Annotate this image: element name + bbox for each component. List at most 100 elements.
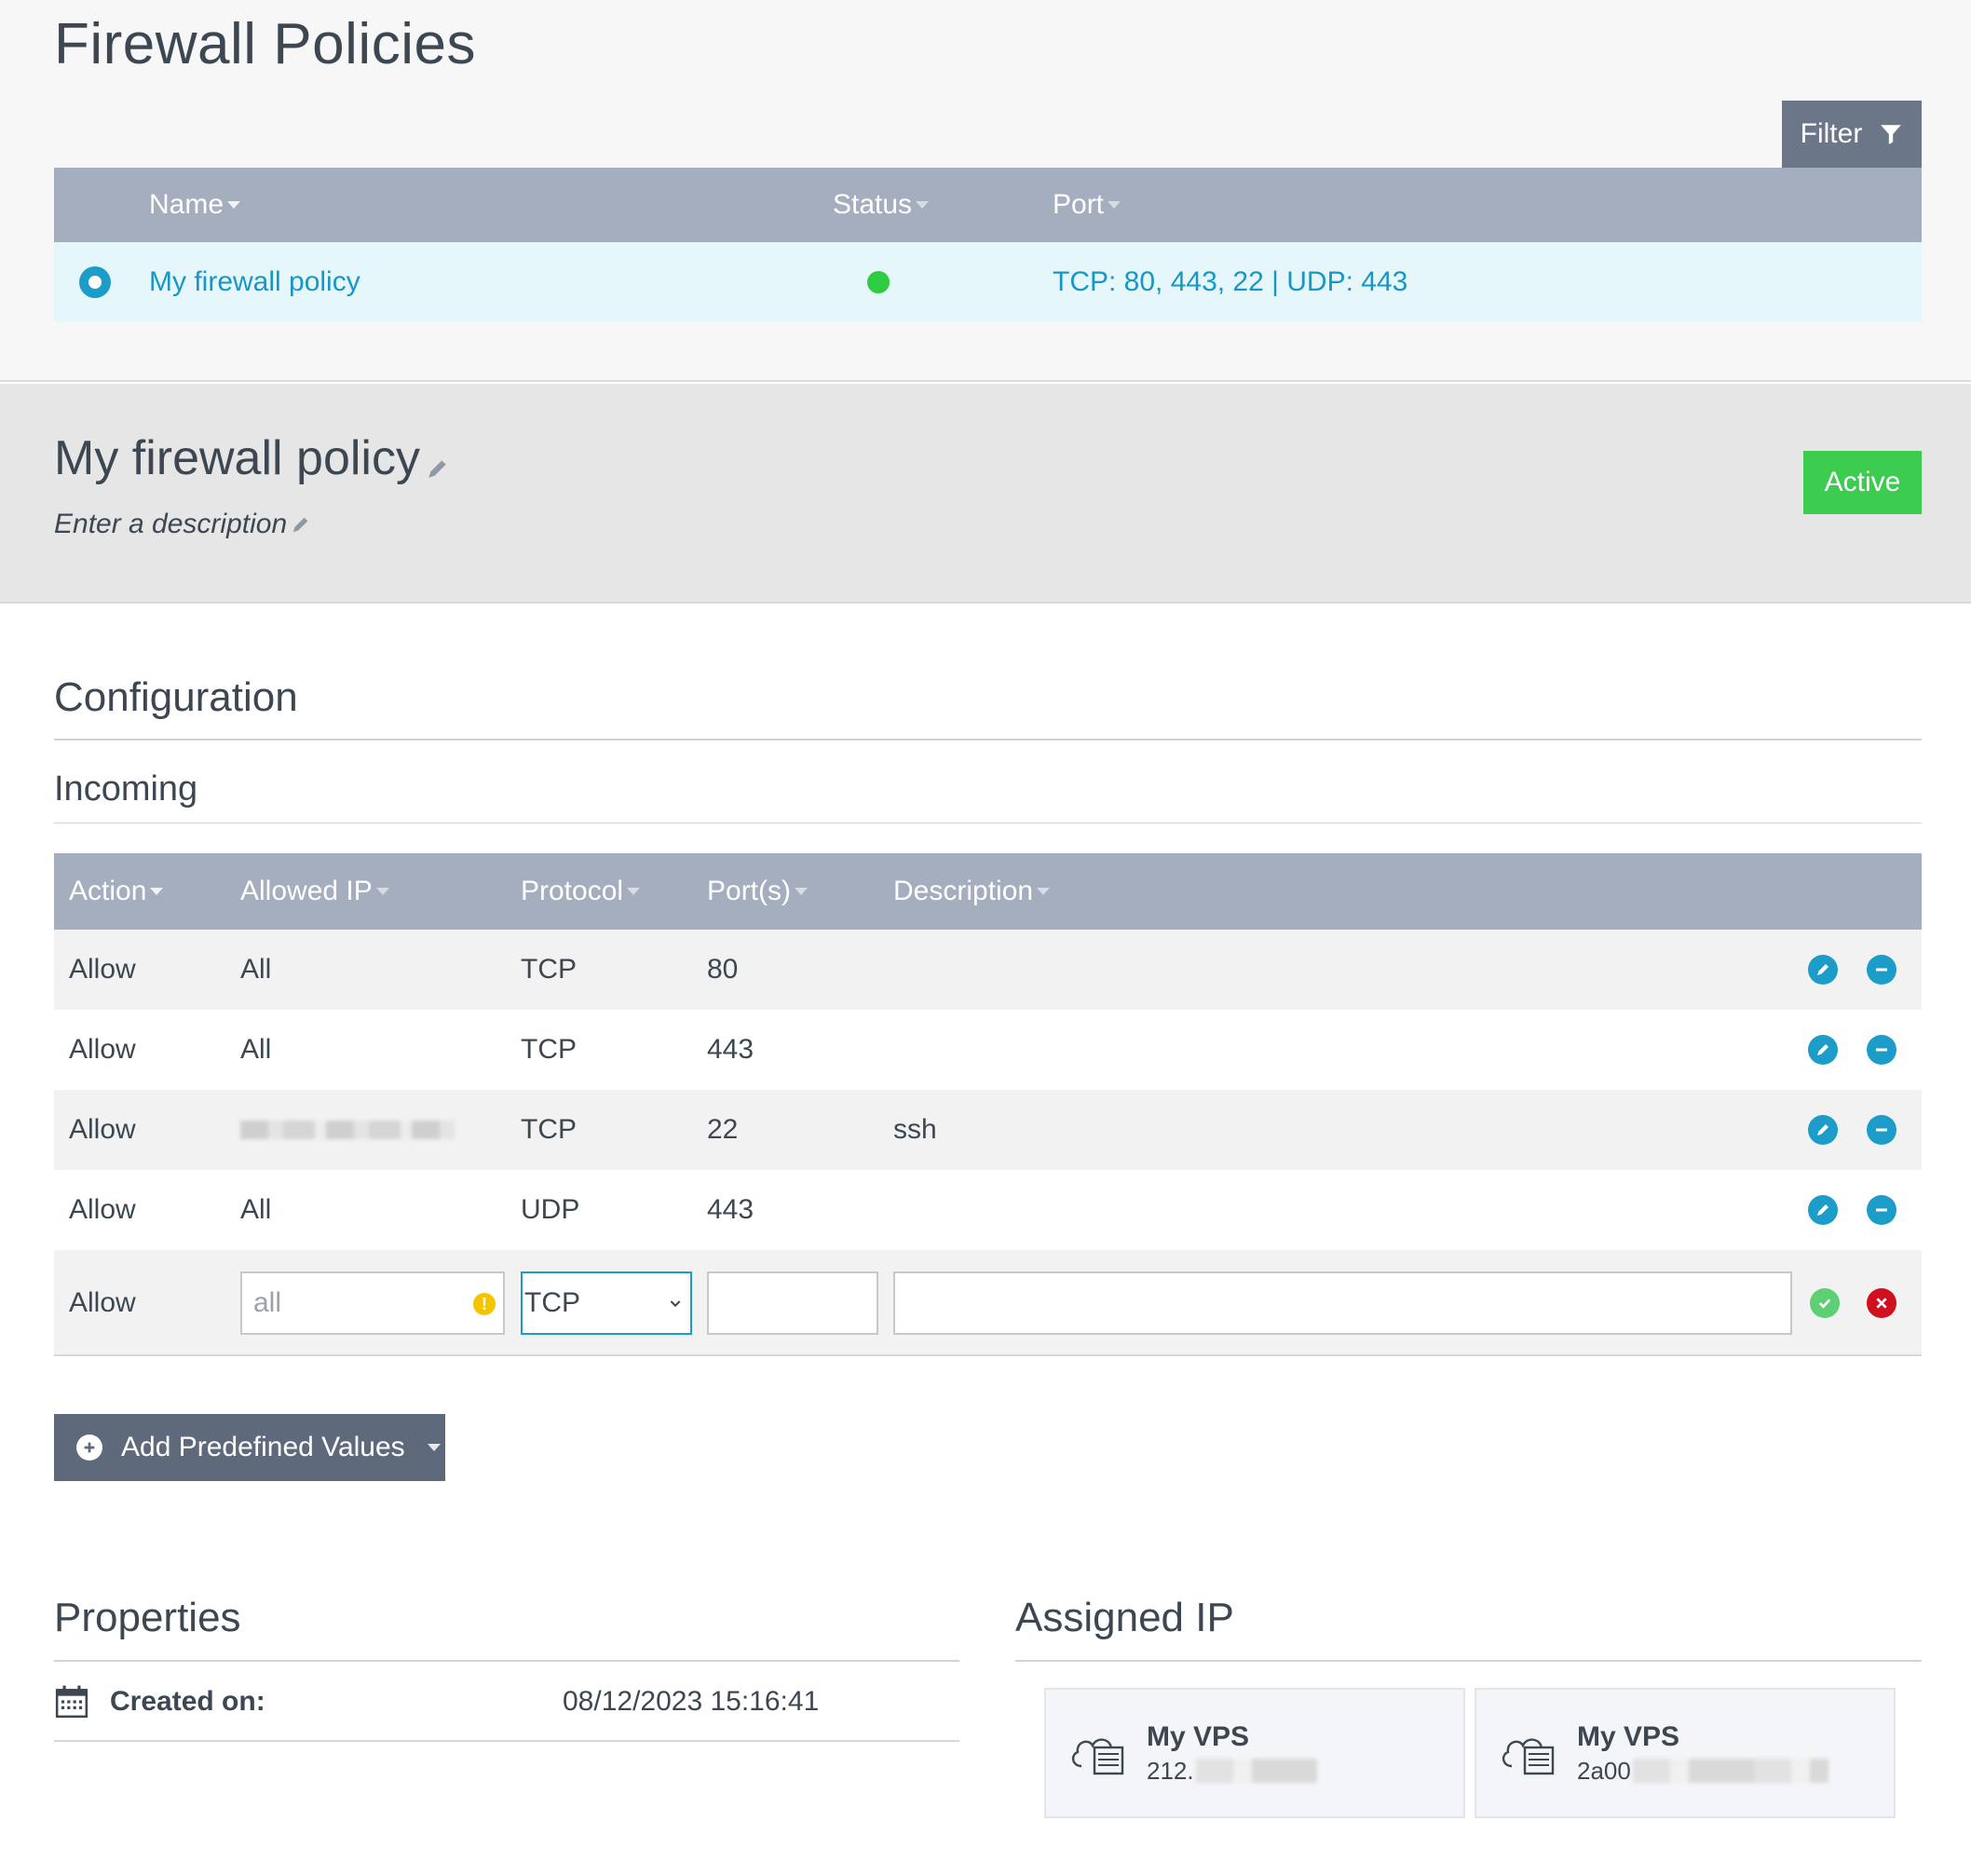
column-protocol[interactable]: Protocol xyxy=(521,853,641,930)
policy-name-link[interactable]: My firewall policy xyxy=(149,266,360,297)
allowed-ip-input[interactable] xyxy=(240,1271,505,1335)
chevron-down-icon xyxy=(427,1444,441,1451)
policy-detail-header: My firewall policy Enter a description A… xyxy=(0,384,1971,604)
assigned-vps-card[interactable]: My VPS 2a00 xyxy=(1475,1688,1896,1818)
check-circle-icon[interactable] xyxy=(1810,1288,1840,1318)
pencil-icon[interactable] xyxy=(291,514,311,535)
properties-title: Properties xyxy=(54,1595,241,1640)
sort-caret-icon xyxy=(795,888,808,895)
divider xyxy=(54,822,1922,823)
column-description[interactable]: Description xyxy=(893,853,1051,930)
sort-caret-icon xyxy=(1037,888,1051,895)
created-on-value: 08/12/2023 15:16:41 xyxy=(563,1686,820,1717)
plus-circle-icon xyxy=(76,1434,102,1461)
column-status[interactable]: Status xyxy=(833,168,930,242)
pencil-icon[interactable] xyxy=(1808,955,1838,985)
funnel-icon xyxy=(1881,125,1902,144)
new-rule-row: Allow ! TCP xyxy=(54,1250,1922,1356)
rule-protocol: TCP xyxy=(521,1034,577,1065)
rule-ports: 443 xyxy=(707,1194,754,1225)
rule-protocol: UDP xyxy=(521,1194,580,1225)
description-input[interactable] xyxy=(893,1271,1792,1335)
policy-table-header: Name Status Port xyxy=(54,168,1922,242)
rule-ip-redacted xyxy=(240,1090,455,1170)
column-ports[interactable]: Port(s) xyxy=(707,853,808,930)
divider xyxy=(54,739,1922,741)
redacted-ip xyxy=(1632,1759,1828,1783)
assigned-ip-title: Assigned IP xyxy=(1015,1595,1234,1640)
sort-caret-icon xyxy=(227,201,241,209)
table-row: Allow All TCP 80 xyxy=(54,930,1922,1010)
rule-action: Allow xyxy=(69,1114,136,1145)
rule-ip: All xyxy=(240,954,272,985)
ports-input[interactable] xyxy=(707,1271,878,1335)
divider xyxy=(1015,1660,1922,1662)
allowed-ip-field-wrap: ! xyxy=(240,1271,505,1335)
x-circle-icon[interactable] xyxy=(1867,1288,1896,1318)
policy-table: Name Status Port My firewall policy TCP:… xyxy=(54,168,1922,322)
rule-action: Allow xyxy=(69,1194,136,1225)
assigned-vps-card[interactable]: My VPS 212. xyxy=(1044,1688,1465,1818)
vps-ip: 2a00 xyxy=(1577,1757,1828,1786)
pencil-icon[interactable] xyxy=(1808,1195,1838,1225)
created-on-row: Created on: 08/12/2023 15:16:41 xyxy=(54,1664,959,1742)
vps-name: My VPS xyxy=(1577,1720,1680,1752)
rule-action: Allow xyxy=(69,954,136,985)
redacted-ip xyxy=(1195,1759,1317,1783)
policy-row[interactable]: My firewall policy TCP: 80, 443, 22 | UD… xyxy=(54,242,1922,322)
new-rule-action: Allow xyxy=(69,1287,136,1318)
minus-circle-icon[interactable] xyxy=(1867,1195,1896,1225)
add-predefined-values-button[interactable]: Add Predefined Values xyxy=(54,1414,445,1481)
sort-caret-icon xyxy=(627,888,641,895)
incoming-rules-table: Action Allowed IP Protocol Port(s) Descr… xyxy=(54,853,1922,1356)
pencil-icon[interactable] xyxy=(1808,1035,1838,1065)
rule-ports: 22 xyxy=(707,1114,739,1145)
rule-protocol: TCP xyxy=(521,1114,577,1145)
status-badge[interactable]: Active xyxy=(1803,451,1922,514)
filter-label: Filter xyxy=(1800,118,1863,149)
created-on-label: Created on: xyxy=(110,1686,265,1717)
divider xyxy=(54,1660,959,1662)
sort-caret-icon xyxy=(1108,201,1121,209)
vps-name: My VPS xyxy=(1147,1720,1250,1752)
rule-description: ssh xyxy=(893,1114,937,1145)
filter-button[interactable]: Filter xyxy=(1782,101,1922,168)
minus-circle-icon[interactable] xyxy=(1867,955,1896,985)
column-port[interactable]: Port xyxy=(1053,168,1121,242)
column-allowed-ip[interactable]: Allowed IP xyxy=(240,853,389,930)
sort-caret-icon xyxy=(375,888,389,895)
policy-detail-name[interactable]: My firewall policy xyxy=(54,430,450,486)
rules-table-header: Action Allowed IP Protocol Port(s) Descr… xyxy=(54,853,1922,930)
minus-circle-icon[interactable] xyxy=(1867,1115,1896,1145)
page-title: Firewall Policies xyxy=(54,12,476,76)
exclamation-icon: ! xyxy=(473,1293,496,1315)
sort-caret-icon xyxy=(150,888,164,895)
rule-ip: All xyxy=(240,1034,272,1065)
rule-ports: 80 xyxy=(707,954,739,985)
redacted-ip xyxy=(240,1121,455,1139)
rule-action: Allow xyxy=(69,1034,136,1065)
policy-list-section: Firewall Policies Filter Name Status Por… xyxy=(0,0,1971,382)
cloud-server-icon xyxy=(1502,1738,1555,1775)
column-action[interactable]: Action xyxy=(69,853,164,930)
selected-radio[interactable] xyxy=(79,266,111,298)
rule-ip: All xyxy=(240,1194,272,1225)
rule-ports: 443 xyxy=(707,1034,754,1065)
table-row: Allow All TCP 443 xyxy=(54,1010,1922,1090)
configuration-title: Configuration xyxy=(54,674,298,720)
vps-ip: 212. xyxy=(1147,1757,1317,1786)
protocol-select[interactable]: TCP xyxy=(521,1271,692,1335)
rule-protocol: TCP xyxy=(521,954,577,985)
minus-circle-icon[interactable] xyxy=(1867,1035,1896,1065)
table-row: Allow TCP 22 ssh xyxy=(54,1090,1922,1170)
pencil-icon[interactable] xyxy=(426,456,450,481)
table-row: Allow All UDP 443 xyxy=(54,1170,1922,1250)
cloud-server-icon xyxy=(1071,1738,1124,1775)
column-name[interactable]: Name xyxy=(149,168,241,242)
policy-ports: TCP: 80, 443, 22 | UDP: 443 xyxy=(1053,266,1408,297)
calendar-icon xyxy=(55,1685,88,1719)
pencil-icon[interactable] xyxy=(1808,1115,1838,1145)
sort-caret-icon xyxy=(916,201,930,209)
policy-description[interactable]: Enter a description xyxy=(54,509,311,540)
chevron-down-icon xyxy=(670,1300,681,1308)
